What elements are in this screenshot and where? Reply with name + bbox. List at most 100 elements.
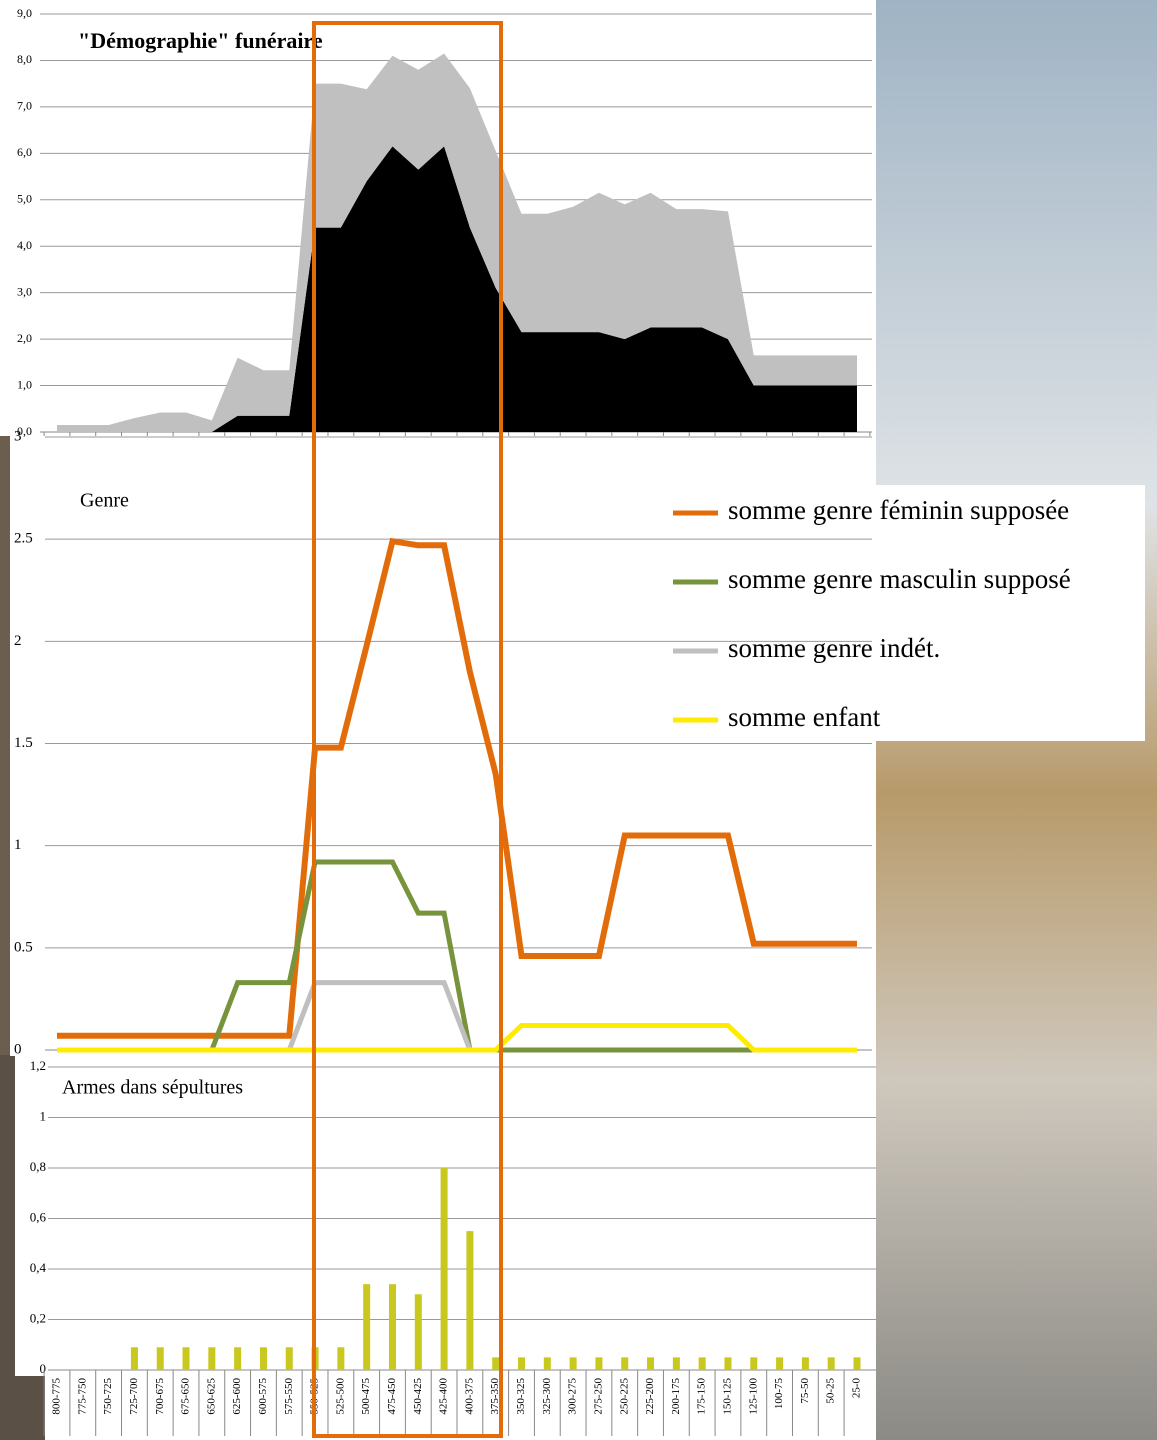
y-tick-label: 0,6 xyxy=(30,1209,47,1224)
bar xyxy=(776,1357,784,1370)
y-tick-label: 1 xyxy=(40,1108,47,1123)
bar xyxy=(285,1347,293,1370)
x-tick-label: 750-725 xyxy=(102,1378,114,1415)
bar xyxy=(414,1294,422,1370)
bar xyxy=(647,1357,655,1370)
y-tick-label: 6,0 xyxy=(17,145,32,159)
y-tick-label: 4,0 xyxy=(17,238,32,252)
y-tick-label: 2 xyxy=(14,633,22,649)
bar xyxy=(440,1168,448,1370)
bar xyxy=(259,1347,267,1370)
bar xyxy=(621,1357,629,1370)
bar xyxy=(543,1357,551,1370)
bar xyxy=(672,1357,680,1370)
bar xyxy=(518,1357,526,1370)
bar xyxy=(492,1357,500,1370)
y-tick-label: 2.5 xyxy=(14,531,33,547)
y-tick-label: 1 xyxy=(14,837,22,853)
bar xyxy=(363,1284,371,1370)
x-tick-label: 675-650 xyxy=(180,1378,192,1415)
y-tick-label: 1.5 xyxy=(14,735,33,751)
y-tick-label: 0 xyxy=(40,1361,47,1376)
y-tick-label: 8,0 xyxy=(17,52,32,66)
bar xyxy=(827,1357,835,1370)
x-tick-label: 700-675 xyxy=(154,1378,166,1415)
y-tick-label: 2,0 xyxy=(17,331,32,345)
x-tick-label: 50-25 xyxy=(825,1378,837,1404)
chart-title: "Démographie" funéraire xyxy=(78,28,323,53)
bar xyxy=(208,1347,216,1370)
bar xyxy=(388,1284,396,1370)
bar xyxy=(569,1357,577,1370)
x-tick-label: 200-175 xyxy=(670,1378,682,1415)
x-tick-label: 775-750 xyxy=(76,1378,88,1415)
panel xyxy=(10,436,45,1056)
x-tick-label: 375-350 xyxy=(489,1378,501,1415)
x-tick-label: 500-475 xyxy=(360,1378,372,1415)
area xyxy=(57,53,857,432)
line xyxy=(57,537,857,1039)
y-tick-label: 7,0 xyxy=(17,99,32,113)
x-tick-label: 625-600 xyxy=(231,1378,243,1415)
x-tick-label: 400-375 xyxy=(463,1378,475,1415)
bar xyxy=(698,1357,706,1370)
area xyxy=(57,146,857,432)
x-tick-label: 100-75 xyxy=(773,1378,785,1410)
y-tick-label: 0,2 xyxy=(30,1310,46,1325)
x-tick-label: 225-200 xyxy=(644,1378,656,1415)
x-tick-label: 475-450 xyxy=(386,1378,398,1415)
x-tick-label: 300-275 xyxy=(567,1378,579,1415)
bar xyxy=(156,1347,164,1370)
panel xyxy=(15,1056,45,1376)
y-tick-label: 0,8 xyxy=(30,1159,46,1174)
highlight-frame xyxy=(312,21,503,1438)
x-tick-label: 150-125 xyxy=(721,1378,733,1415)
x-tick-label: 425-400 xyxy=(438,1378,450,1415)
y-tick-label: 0.5 xyxy=(14,939,33,955)
line xyxy=(286,980,473,1051)
y-tick-label: 1,0 xyxy=(17,377,32,391)
x-tick-label: 325-300 xyxy=(541,1378,553,1415)
x-tick-label: 800-775 xyxy=(51,1378,63,1415)
x-tick-label: 125-100 xyxy=(747,1378,759,1415)
x-tick-label: 75-50 xyxy=(799,1378,811,1404)
x-tick-label: 275-250 xyxy=(592,1378,604,1415)
bar xyxy=(801,1357,809,1370)
legend-box xyxy=(673,485,1145,741)
bar xyxy=(130,1347,138,1370)
bar xyxy=(853,1357,861,1370)
bar xyxy=(595,1357,603,1370)
y-tick-label: 0,4 xyxy=(30,1260,47,1275)
y-tick-label: 0 xyxy=(14,1041,22,1057)
line xyxy=(57,1022,857,1053)
y-tick-label: 1,2 xyxy=(30,1058,46,1073)
bar xyxy=(337,1347,345,1370)
x-tick-label: 350-325 xyxy=(515,1378,527,1415)
bar xyxy=(182,1347,190,1370)
legend-label: somme genre féminin supposée xyxy=(728,495,1069,525)
y-tick-label: 3 xyxy=(14,428,22,444)
y-tick-label: 9,0 xyxy=(17,6,32,20)
x-tick-label: 600-575 xyxy=(257,1378,269,1415)
x-tick-label: 725-700 xyxy=(128,1378,140,1415)
x-tick-label: 25-0 xyxy=(851,1378,863,1399)
chart-title: Genre xyxy=(80,490,129,512)
chart-title: Armes dans sépultures xyxy=(62,1077,243,1099)
legend-label: somme enfant xyxy=(728,702,881,732)
x-tick-label: 575-550 xyxy=(283,1378,295,1415)
x-tick-label: 525-500 xyxy=(334,1378,346,1415)
x-tick-label: 250-225 xyxy=(618,1378,630,1415)
legend-label: somme genre masculin supposé xyxy=(728,564,1071,594)
bar xyxy=(750,1357,758,1370)
y-tick-label: 0,0 xyxy=(17,424,32,438)
line xyxy=(209,859,857,1053)
bar xyxy=(234,1347,242,1370)
bar xyxy=(724,1357,732,1370)
x-tick-label: 175-150 xyxy=(696,1378,708,1415)
x-tick-label: 650-625 xyxy=(205,1378,217,1415)
y-tick-label: 3,0 xyxy=(17,284,32,298)
y-tick-label: 5,0 xyxy=(17,192,32,206)
legend-label: somme genre indét. xyxy=(728,633,940,663)
